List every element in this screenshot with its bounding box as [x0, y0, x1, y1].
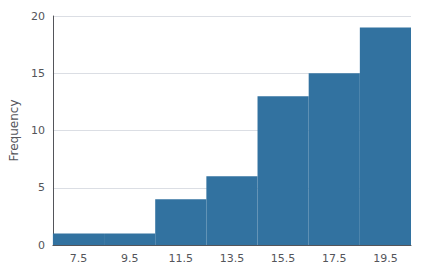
svg-text:11.5: 11.5	[169, 252, 194, 265]
svg-text:9.5: 9.5	[121, 252, 139, 265]
svg-text:0: 0	[38, 239, 45, 252]
svg-text:Frequency: Frequency	[7, 100, 21, 162]
svg-text:20: 20	[31, 10, 45, 23]
svg-text:19.5: 19.5	[373, 252, 398, 265]
svg-text:10: 10	[31, 124, 45, 137]
svg-text:15: 15	[31, 67, 45, 80]
svg-text:17.5: 17.5	[322, 252, 347, 265]
svg-text:5: 5	[38, 181, 45, 194]
svg-text:13.5: 13.5	[220, 252, 245, 265]
svg-text:7.5: 7.5	[70, 252, 88, 265]
svg-text:15.5: 15.5	[271, 252, 296, 265]
